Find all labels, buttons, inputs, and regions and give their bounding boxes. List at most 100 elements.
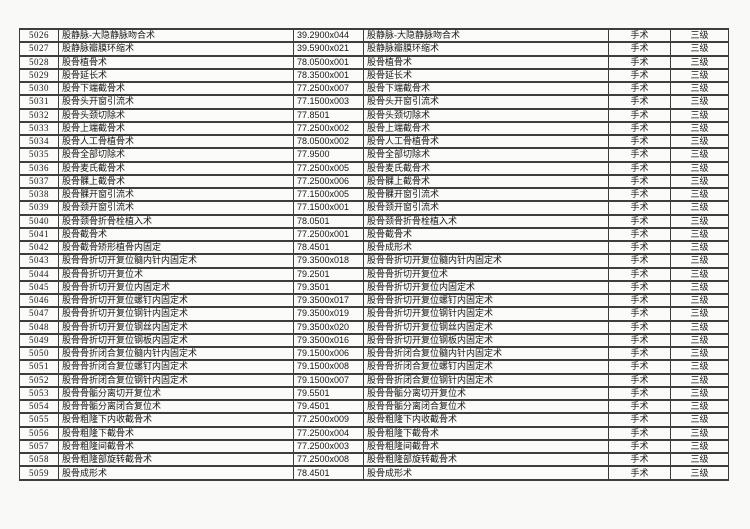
procedure-name-cell: 股骨粗隆间截骨术 (58, 438, 294, 455)
procedure-name-cell: 股静脉-大隐静脉吻合术 (58, 27, 294, 44)
row-number-cell: 5050 (19, 345, 59, 362)
procedure-code-cell: 79.1500x008 (293, 359, 364, 375)
table-row: 5037 股骨髁上截骨术 77.2500x006 股骨髁上截骨术 手术 三级 (19, 173, 729, 190)
level-cell: 三级 (670, 438, 729, 455)
procedure-name-cell: 股骨人工骨植骨术 (58, 133, 294, 150)
category-cell: 手术 (608, 27, 671, 44)
row-number-cell: 5048 (19, 319, 59, 335)
category-cell: 手术 (608, 438, 671, 455)
category-cell: 手术 (608, 398, 671, 415)
table-row: 5053 股骨骨骺分离切开复位术 79.5501 股骨骨骺分离切开复位术 手术 … (19, 385, 729, 402)
standard-name-cell: 股骨头开窗引流术 (363, 94, 609, 110)
level-cell: 三级 (670, 319, 729, 335)
standard-name-cell: 股骨骨折切开复位螺钉内固定术 (363, 292, 609, 309)
procedure-code-cell: 78.3500x001 (293, 67, 364, 84)
row-number-cell: 5038 (19, 186, 59, 203)
table-row: 5059 股骨成形术 78.4501 股骨成形术 手术 三级 (19, 465, 729, 481)
standard-name-cell: 股骨麦氏截骨术 (363, 160, 609, 176)
level-cell: 三级 (670, 279, 729, 296)
procedure-name-cell: 股骨粗隆部旋转截骨术 (58, 451, 294, 468)
category-cell: 手术 (608, 186, 671, 203)
row-number-cell: 5028 (19, 54, 59, 70)
procedure-name-cell: 股骨髁上截骨术 (58, 173, 294, 190)
procedure-name-cell: 股骨骨折闭合复位髓内针内固定术 (58, 345, 294, 362)
category-cell: 手术 (608, 266, 671, 282)
procedure-name-cell: 股骨下端截骨术 (58, 80, 294, 97)
standard-name-cell: 股骨骨折切开复位钢针内固定术 (363, 306, 609, 322)
table-row: 5055 股骨粗隆下内收截骨术 77.2500x009 股骨粗隆下内收截骨术 手… (19, 412, 729, 428)
table-row: 5031 股骨头开窗引流术 77.1500x003 股骨头开窗引流术 手术 三级 (19, 94, 729, 110)
standard-name-cell: 股骨头颈切除术 (363, 107, 609, 123)
table-row: 5045 股骨骨折切开复位内固定术 79.3501 股骨骨折切开复位内固定术 手… (19, 279, 729, 296)
standard-name-cell: 股骨骨折切开复位髓内针内固定术 (363, 253, 609, 269)
level-cell: 三级 (670, 266, 729, 282)
level-cell: 三级 (670, 345, 729, 362)
procedure-name-cell: 股骨延长术 (58, 67, 294, 84)
standard-name-cell: 股静脉瓣膜环缩术 (363, 41, 609, 57)
procedure-name-cell: 股骨植骨术 (58, 54, 294, 70)
level-cell: 三级 (670, 94, 729, 110)
standard-name-cell: 股骨成形术 (363, 239, 609, 256)
row-number-cell: 5047 (19, 306, 59, 322)
procedure-code-cell: 79.1500x007 (293, 372, 364, 388)
procedure-code-cell: 77.1500x001 (293, 200, 364, 216)
standard-name-cell: 股骨下端截骨术 (363, 80, 609, 97)
row-number-cell: 5056 (19, 425, 59, 441)
category-cell: 手术 (608, 412, 671, 428)
category-cell: 手术 (608, 94, 671, 110)
level-cell: 三级 (670, 385, 729, 402)
row-number-cell: 5036 (19, 160, 59, 176)
row-number-cell: 5035 (19, 147, 59, 163)
category-cell: 手术 (608, 133, 671, 150)
level-cell: 三级 (670, 451, 729, 468)
row-number-cell: 5034 (19, 133, 59, 150)
level-cell: 三级 (670, 213, 729, 229)
procedure-name-cell: 股骨头颈切除术 (58, 107, 294, 123)
row-number-cell: 5032 (19, 107, 59, 123)
table-row: 5048 股骨骨折切开复位钢丝内固定术 79.3500x020 股骨骨折切开复位… (19, 319, 729, 335)
procedure-code-cell: 77.2500x004 (293, 425, 364, 441)
table-row: 5054 股骨骨骺分离闭合复位术 79.4501 股骨骨骺分离闭合复位术 手术 … (19, 398, 729, 415)
row-number-cell: 5031 (19, 94, 59, 110)
procedure-code-cell: 79.3500x018 (293, 253, 364, 269)
table-row: 5043 股骨骨折切开复位髓内针内固定术 79.3500x018 股骨骨折切开复… (19, 253, 729, 269)
procedure-code-cell: 77.2500x002 (293, 120, 364, 137)
category-cell: 手术 (608, 160, 671, 176)
standard-name-cell: 股骨颈开窗引流术 (363, 200, 609, 216)
category-cell: 手术 (608, 451, 671, 468)
level-cell: 三级 (670, 332, 729, 349)
procedure-name-cell: 股骨截骨术 (58, 226, 294, 243)
table-row: 5028 股骨植骨术 78.0500x001 股骨植骨术 手术 三级 (19, 54, 729, 70)
level-cell: 三级 (670, 425, 729, 441)
row-number-cell: 5049 (19, 332, 59, 349)
standard-name-cell: 股骨骨折闭合复位钢针内固定术 (363, 372, 609, 388)
row-number-cell: 5027 (19, 41, 59, 57)
standard-name-cell: 股骨骨折闭合复位髓内针内固定术 (363, 345, 609, 362)
standard-name-cell: 股骨粗隆下截骨术 (363, 425, 609, 441)
level-cell: 三级 (670, 412, 729, 428)
table-row: 5038 股骨髁开窗引流术 77.1500x005 股骨髁开窗引流术 手术 三级 (19, 186, 729, 203)
standard-name-cell: 股骨成形术 (363, 465, 609, 481)
standard-name-cell: 股骨骨骺分离切开复位术 (363, 385, 609, 402)
level-cell: 三级 (670, 54, 729, 70)
standard-name-cell: 股骨粗隆部旋转截骨术 (363, 451, 609, 468)
procedure-name-cell: 股骨上端截骨术 (58, 120, 294, 137)
table-row: 5042 股骨截骨矫形植骨内固定 78.4501 股骨成形术 手术 三级 (19, 239, 729, 256)
standard-name-cell: 股骨骨折闭合复位螺钉内固定术 (363, 359, 609, 375)
procedure-name-cell: 股骨麦氏截骨术 (58, 160, 294, 176)
procedure-name-cell: 股骨骨折闭合复位螺钉内固定术 (58, 359, 294, 375)
table-row: 5046 股骨骨折切开复位螺钉内固定术 79.3500x017 股骨骨折切开复位… (19, 292, 729, 309)
standard-name-cell: 股骨植骨术 (363, 54, 609, 70)
category-cell: 手术 (608, 147, 671, 163)
procedure-name-cell: 股骨颈开窗引流术 (58, 200, 294, 216)
standard-name-cell: 股骨上端截骨术 (363, 120, 609, 137)
procedure-name-cell: 股骨成形术 (58, 465, 294, 481)
category-cell: 手术 (608, 120, 671, 137)
category-cell: 手术 (608, 345, 671, 362)
category-cell: 手术 (608, 67, 671, 84)
level-cell: 三级 (670, 359, 729, 375)
standard-name-cell: 股骨骨折切开复位钢板内固定术 (363, 332, 609, 349)
table-row: 5056 股骨粗隆下截骨术 77.2500x004 股骨粗隆下截骨术 手术 三级 (19, 425, 729, 441)
table-row: 5050 股骨骨折闭合复位髓内针内固定术 79.1500x006 股骨骨折闭合复… (19, 345, 729, 362)
